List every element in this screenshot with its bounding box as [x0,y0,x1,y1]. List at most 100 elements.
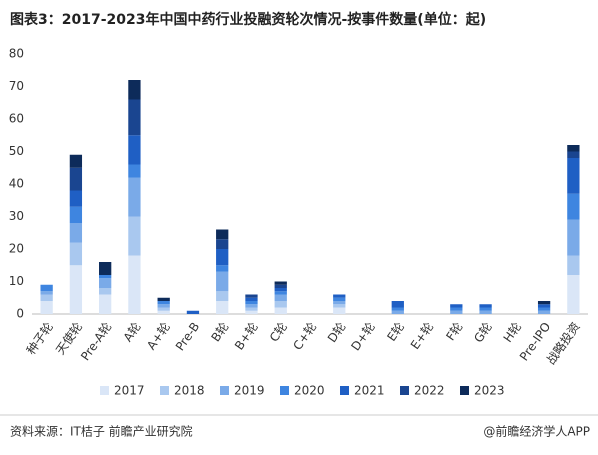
source: 资料来源：IT桔子 前瞻产业研究院 [10,424,193,439]
bar-segment [567,158,580,194]
bar-segment [128,164,141,178]
bar-segment [479,310,492,314]
bar-segment [99,278,112,288]
bar-segment [567,275,580,314]
x-tick-label: D轮 [325,320,349,345]
bar-segment [99,275,112,279]
y-tick-label: 80 [9,47,24,61]
bar-segment [69,206,83,223]
bar-segment [274,291,287,295]
bar-segment [537,301,551,305]
legend-swatch [340,386,349,395]
legend-label: 2018 [174,384,205,398]
x-tick-label: H轮 [501,320,525,345]
bar-segment [128,80,141,100]
bar-segment [537,304,551,308]
bar-segment [40,284,53,292]
x-tick-label: A+轮 [144,320,173,353]
bar-segment [333,297,346,301]
bar-segment [157,297,170,301]
bar-segment [567,219,580,256]
bar-segment [333,301,346,305]
bar-segment [274,288,287,292]
bar-segment [245,307,258,311]
bar-segment [40,294,53,301]
bar-segment [128,177,141,217]
y-tick-label: 20 [9,242,24,256]
legend-label: 2022 [414,384,445,398]
bar-segment [391,310,404,314]
x-tick-label: B+轮 [232,320,261,353]
bar-segment [157,304,170,308]
legend-swatch [160,386,169,395]
bar-segment [274,281,287,285]
legend-swatch [280,386,289,395]
bar-segment [567,193,580,220]
bar-segment [99,262,112,275]
bar-segment [128,216,141,256]
bar-segment [245,294,258,298]
x-tick-label: 种子轮 [24,320,56,358]
bar-segment [69,167,83,191]
bar-segment [216,301,229,314]
legend-label: 2021 [354,384,385,398]
x-tick-label: C轮 [267,320,290,345]
bar-segment [567,255,580,275]
bar-segment [69,242,83,266]
bar-segment [333,307,346,314]
bar-segment [216,271,229,292]
bar-segment [245,310,258,314]
legend-swatch [100,386,109,395]
bar-segment [128,135,141,165]
bar-segment [186,310,200,314]
bar-segment [69,265,83,314]
bar-segment [128,99,141,136]
bar-segment [69,190,83,207]
x-tick-label: F轮 [443,320,465,344]
legend-label: 2020 [294,384,325,398]
y-tick-label: 70 [9,79,24,93]
bar-segment [216,249,229,266]
bar-segment [245,297,258,301]
y-tick-label: 50 [9,144,24,158]
bar-segment [69,154,83,168]
bar-segment [333,304,346,308]
brand: @前瞻经济学人APP [483,424,590,439]
bar-segment [40,301,53,314]
x-tick-label: Pre-A轮 [78,320,114,364]
x-tick-label: G轮 [471,320,495,345]
legend-label: 2023 [474,384,505,398]
legend-label: 2017 [114,384,145,398]
bar-segment [537,310,551,314]
bar-segment [245,304,258,308]
bar-segment [274,307,287,314]
y-tick-label: 0 [16,307,24,321]
bar-segment [567,151,580,158]
bar-segment [333,294,346,298]
x-tick-label: C+轮 [290,320,319,353]
bar-segment [216,265,229,272]
bar-segment [216,291,229,301]
x-tick-label: E轮 [384,320,407,344]
bar-segment [157,307,170,311]
x-tick-label: A轮 [121,320,144,345]
bar-segment [216,239,229,249]
legend-swatch [220,386,229,395]
x-tick-label: Pre-B [173,320,202,354]
bar-segment [69,223,83,243]
y-tick-label: 10 [9,274,24,288]
bar-segment [537,307,551,311]
legend-label: 2019 [234,384,265,398]
legend-swatch [400,386,409,395]
bar-segment [479,307,492,311]
bar-segment [274,301,287,308]
bar-segment [450,304,463,308]
bar-segment [157,301,170,305]
bar-segment [216,229,229,240]
bar-segment [99,288,112,295]
bar-segment [450,307,463,311]
bar-segment [40,291,53,295]
bar-segment [245,301,258,305]
bar-segment [99,294,112,314]
